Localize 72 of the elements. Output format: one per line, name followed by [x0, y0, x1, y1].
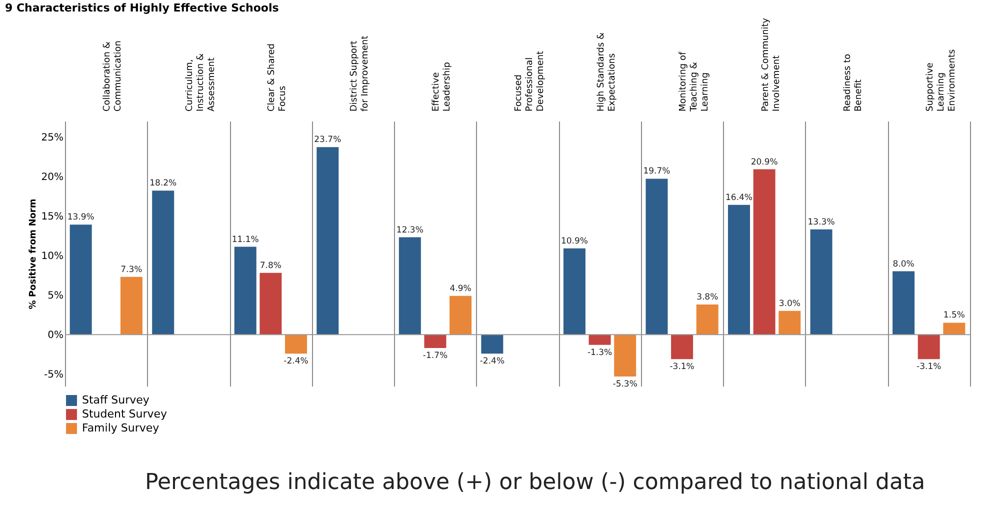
data-label: -5.3% [612, 380, 638, 390]
x-tick-label: Readiness to Benefit [843, 53, 864, 112]
data-label: 16.4% [725, 192, 753, 203]
data-label: 8.0% [892, 259, 914, 270]
legend-label: Family Survey [82, 422, 160, 434]
bar [284, 334, 307, 354]
bar [588, 334, 611, 345]
y-tick-label: 15% [41, 211, 64, 222]
bar [70, 224, 92, 335]
data-label: -1.7% [422, 351, 448, 362]
bar [563, 248, 586, 335]
x-tick-label: Parent & Community Involvement [760, 17, 782, 112]
bar [671, 334, 694, 360]
data-label: 7.3% [120, 264, 142, 275]
data-label: -3.1% [670, 362, 694, 372]
data-label: 13.3% [808, 217, 835, 228]
data-label: -3.1% [916, 362, 942, 372]
x-tick-label: Effective Leadership [432, 62, 453, 112]
data-label: 13.9% [67, 212, 94, 223]
data-label: 12.3% [396, 225, 424, 236]
bar [450, 296, 472, 335]
bar [152, 190, 174, 335]
y-tick-label: 5% [48, 290, 64, 302]
bar [892, 271, 915, 335]
bar [696, 304, 718, 335]
data-label: 19.7% [643, 166, 670, 177]
x-tick-label: High Standards & Expectations [596, 32, 618, 112]
bar [753, 169, 776, 335]
data-label: 3.0% [778, 298, 800, 309]
bar [424, 334, 446, 348]
data-label: 11.1% [232, 234, 259, 245]
bar [398, 237, 421, 335]
bar [810, 229, 832, 335]
bar [943, 322, 966, 335]
chart-title: 9 Characteristics of Highly Effective Schools [5, 1, 280, 14]
y-tick-label: 10% [41, 250, 64, 262]
bar [120, 276, 142, 335]
y-tick-label: 0% [48, 330, 64, 342]
legend-label: Staff Survey [82, 394, 150, 406]
bar [260, 272, 282, 335]
data-label: 20.9% [750, 157, 778, 168]
data-label: 18.2% [150, 178, 177, 189]
data-label: 23.7% [314, 135, 342, 146]
data-label: -2.4% [284, 356, 308, 367]
x-tick-label: Curriculum, Instruction & Assessment [184, 53, 217, 112]
y-tick-label: -5% [44, 370, 64, 381]
bar [316, 147, 339, 335]
bar [614, 334, 636, 377]
text: Percentages indicate above (+) or below (-) compared to national data [145, 470, 926, 495]
data-label: 3.8% [696, 292, 718, 303]
bar [918, 334, 940, 360]
bar [234, 246, 256, 335]
data-label: 1.5% [943, 310, 965, 321]
data-label: 4.9% [450, 284, 472, 294]
y-tick-label: 20% [41, 172, 64, 183]
bar [481, 334, 504, 354]
bar [728, 204, 750, 335]
y-tick-label: 25% [41, 132, 64, 144]
y-axis-title: % Positive from Norm [28, 198, 38, 310]
data-label: 10.9% [560, 236, 588, 246]
x-tick-label: Supportive Learning Environments [925, 49, 958, 112]
x-tick-label: District Support for Improvement [349, 35, 370, 112]
x-tick-label: Clear & Shared Focus [267, 44, 288, 112]
x-tick-label: Monitoring of Teaching & Learning [678, 51, 711, 112]
legend-label: Student Survey [82, 408, 168, 420]
bar [778, 310, 801, 335]
data-label: -1.3% [587, 348, 612, 358]
data-label: -2.4% [480, 356, 505, 367]
bar [646, 178, 668, 335]
x-tick-label: Focused Professional Development [514, 50, 546, 112]
x-tick-label: Collaboration & Communication [102, 40, 124, 112]
data-label: 7.8% [260, 260, 282, 271]
